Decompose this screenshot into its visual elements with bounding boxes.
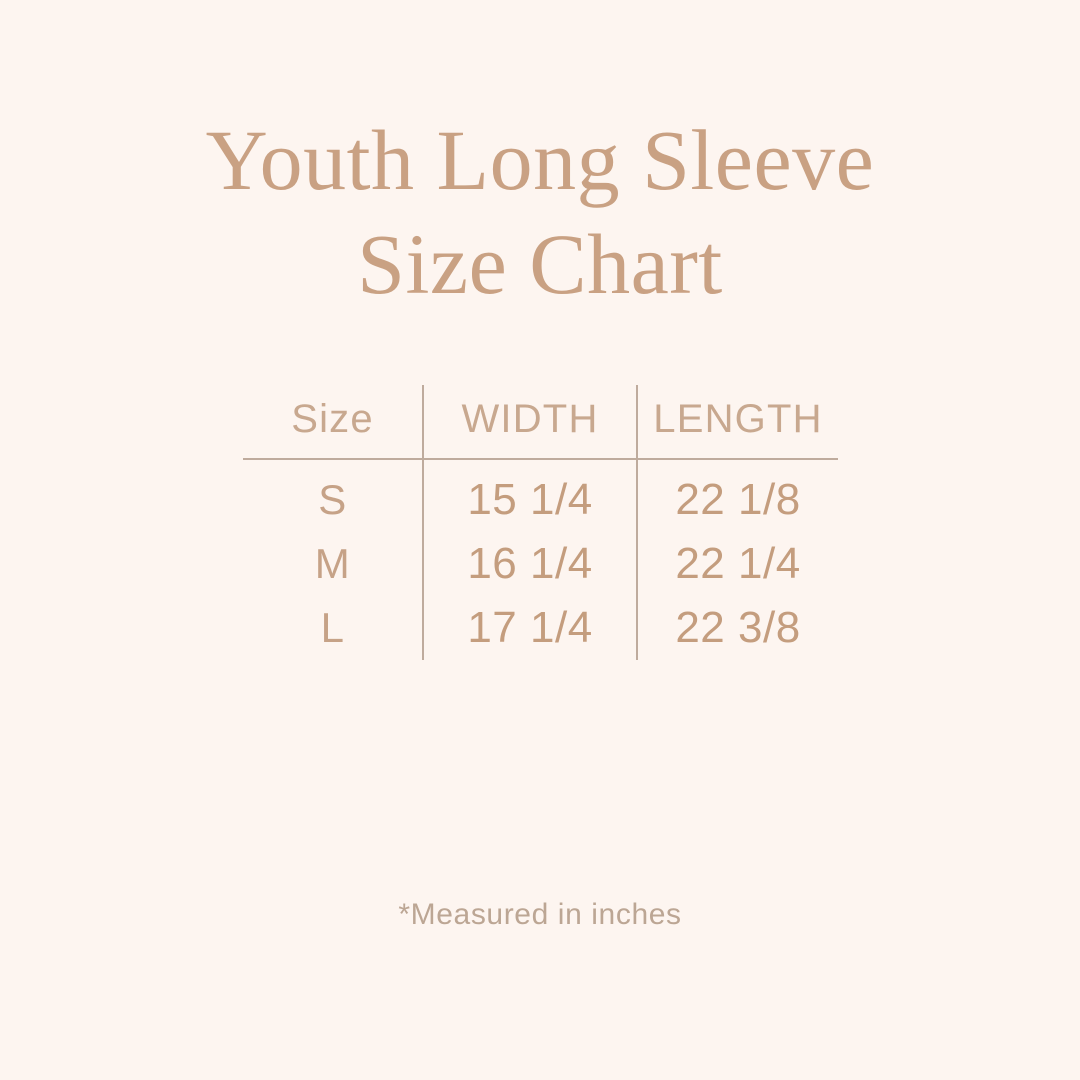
table-row: L 17 1/4 22 3/8	[243, 596, 838, 660]
size-table-container: Size WIDTH LENGTH S 15 1/4	[243, 385, 838, 660]
table-header: Size WIDTH LENGTH	[243, 385, 838, 460]
cell-size-value: M	[314, 540, 351, 587]
size-table: Size WIDTH LENGTH S 15 1/4	[243, 385, 838, 660]
cell-length: 22 3/8	[636, 596, 838, 660]
cell-width-value: 15 1/4	[467, 475, 593, 524]
cell-length-value: 22 1/8	[675, 475, 801, 524]
title-line-2: Size Chart	[357, 216, 723, 312]
cell-width-value: 16 1/4	[467, 539, 593, 588]
cell-size-value: S	[318, 476, 347, 523]
cell-width-value: 17 1/4	[467, 603, 593, 652]
cell-size: S	[243, 459, 423, 532]
table-row: S 15 1/4 22 1/8	[243, 459, 838, 532]
column-header-length-label: LENGTH	[653, 396, 823, 441]
title-line-1: Youth Long Sleeve	[205, 112, 875, 208]
cell-width: 16 1/4	[422, 532, 637, 596]
cell-size: L	[243, 596, 423, 660]
cell-length-value: 22 3/8	[675, 603, 801, 652]
table-body: S 15 1/4 22 1/8 M 16 1/4	[243, 459, 838, 660]
cell-width: 17 1/4	[422, 596, 637, 660]
column-header-size-label: Size	[291, 396, 374, 441]
cell-size: M	[243, 532, 423, 596]
cell-length: 22 1/4	[636, 532, 838, 596]
cell-length: 22 1/8	[636, 459, 838, 532]
column-header-length: LENGTH	[636, 385, 838, 460]
cell-size-value: L	[320, 604, 345, 651]
cell-length-value: 22 1/4	[675, 539, 801, 588]
table-header-row: Size WIDTH LENGTH	[243, 385, 838, 460]
column-header-size: Size	[243, 385, 423, 460]
measurement-note: *Measured in inches	[398, 898, 682, 931]
page-title: Youth Long Sleeve Size Chart	[0, 108, 1080, 316]
table-row: M 16 1/4 22 1/4	[243, 532, 838, 596]
cell-width: 15 1/4	[422, 459, 637, 532]
column-header-width-label: WIDTH	[461, 396, 599, 441]
column-header-width: WIDTH	[422, 385, 637, 460]
